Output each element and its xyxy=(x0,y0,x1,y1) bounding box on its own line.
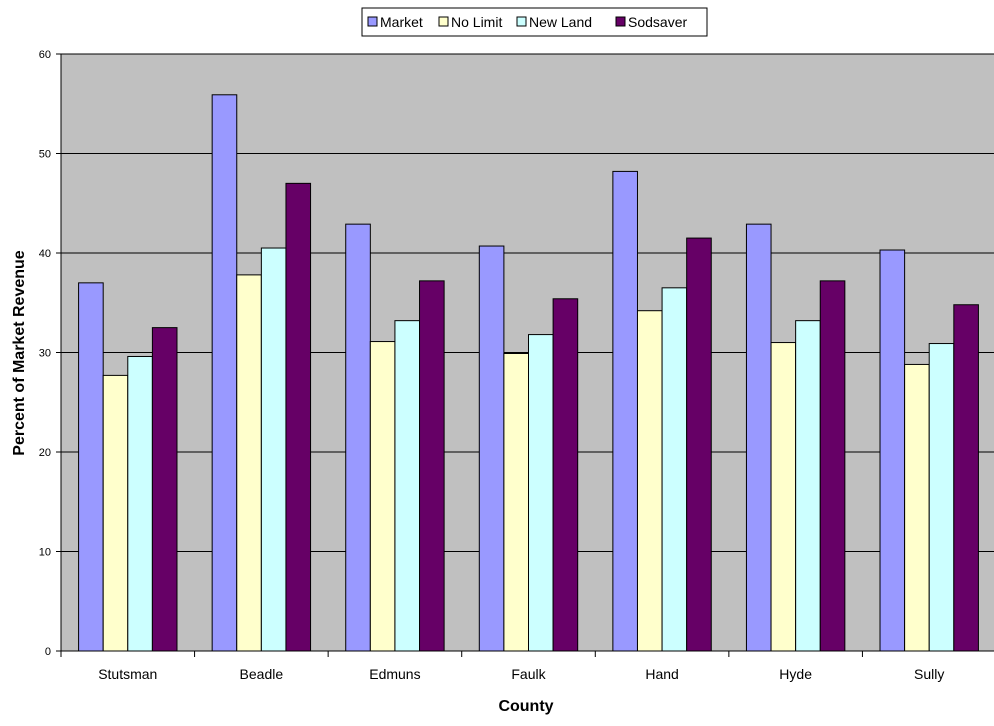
bar-no-limit-sully xyxy=(904,363,930,652)
bar-market-faulk xyxy=(478,245,505,652)
y-axis-title: Percent of Market Revenue xyxy=(11,250,28,456)
y-tick-label: 20 xyxy=(39,447,51,459)
bar-no-limit-hand xyxy=(636,310,663,652)
y-tick-label: 10 xyxy=(39,547,51,559)
bar-market-sully xyxy=(879,249,906,652)
legend-box xyxy=(361,7,708,37)
bar-sodsaver-sully xyxy=(953,304,979,652)
bar-market-stutsman xyxy=(78,282,104,652)
legend-label: Market xyxy=(380,14,423,30)
legend-label: Sodsaver xyxy=(628,14,687,30)
legend-swatch xyxy=(615,16,626,27)
x-tick-label: Sully xyxy=(914,666,944,682)
axes: 0 10 20 30 40 50 60 Stutsman Beadle Edmuns Faulk Ha… xyxy=(39,49,994,682)
bar-new-land-hyde xyxy=(795,320,821,652)
plot-area xyxy=(61,53,994,652)
y-tick-label: 30 xyxy=(39,348,51,360)
bar-no-limit-faulk xyxy=(503,352,529,652)
bar-sodsaver-beadle xyxy=(285,182,312,652)
bar-market-hyde xyxy=(745,223,772,652)
bar-sodsaver-faulk xyxy=(552,298,579,652)
bar-new-land-sully xyxy=(928,343,955,652)
bar-new-land-faulk xyxy=(528,334,554,652)
bar-no-limit-stutsman xyxy=(102,374,129,652)
legend-label: No Limit xyxy=(451,14,502,30)
bar-market-beadle xyxy=(211,94,238,652)
y-tick-label: 40 xyxy=(39,248,51,260)
bar-market-edmuns xyxy=(345,223,371,652)
bar-new-land-edmuns xyxy=(394,320,421,652)
x-tick-label: Hand xyxy=(645,666,678,682)
bar-no-limit-edmuns xyxy=(369,341,396,652)
x-axis-title: County xyxy=(498,698,553,715)
bar-market-hand xyxy=(612,170,638,652)
legend-label: New Land xyxy=(529,14,592,30)
x-tick-label: Stutsman xyxy=(98,666,157,682)
bar-new-land-beadle xyxy=(260,247,287,652)
x-tick-label: Beadle xyxy=(240,666,284,682)
x-tick-label: Faulk xyxy=(511,666,546,682)
bar-no-limit-hyde xyxy=(770,342,797,652)
bar-new-land-hand xyxy=(661,287,688,652)
y-tick-label: 50 xyxy=(39,149,51,161)
legend-swatch xyxy=(516,16,527,27)
bar-new-land-stutsman xyxy=(127,355,153,652)
legend-swatch xyxy=(367,16,378,27)
bar-no-limit-beadle xyxy=(236,274,262,652)
legend-swatch xyxy=(438,16,449,27)
bar-sodsaver-hand xyxy=(686,237,712,652)
x-tick-label: Hyde xyxy=(779,666,812,682)
legend: Market No Limit New Land Sodsaver xyxy=(361,7,708,37)
bar-sodsaver-hyde xyxy=(819,280,846,652)
x-tick-label: Edmuns xyxy=(369,666,420,682)
bar-sodsaver-stutsman xyxy=(151,327,178,652)
y-tick-label: 60 xyxy=(39,49,51,61)
y-tick-label: 0 xyxy=(45,646,51,658)
bar-sodsaver-edmuns xyxy=(419,280,445,652)
